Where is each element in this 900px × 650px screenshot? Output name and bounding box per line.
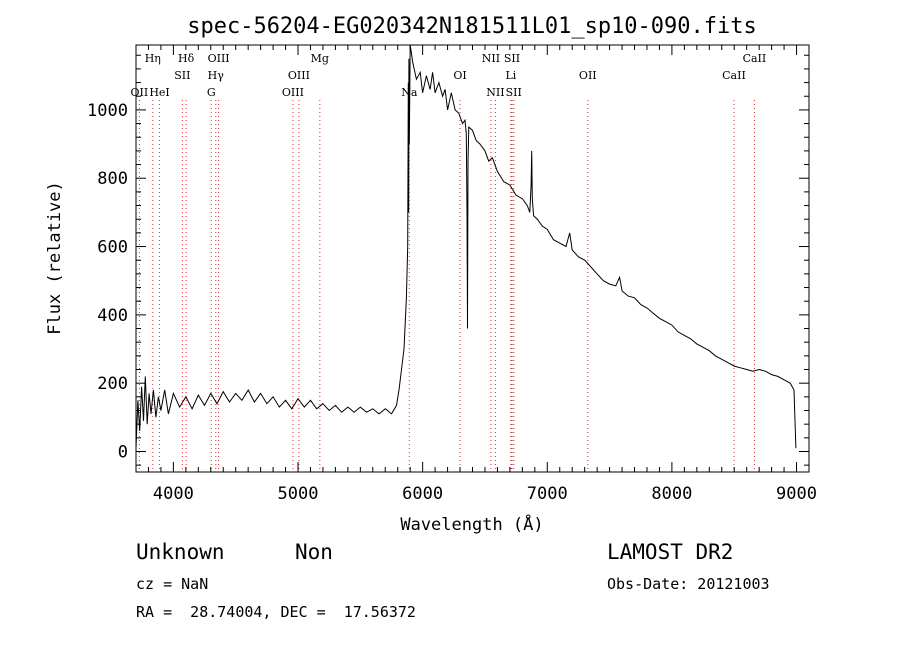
spectral-line-label: OIII bbox=[282, 86, 304, 99]
spectral-line-markers: OIIHηHeISIIHδGHγOIIIOIIIOIIIMgNaOINIINII… bbox=[131, 52, 767, 472]
spectral-line-label: HeI bbox=[149, 86, 169, 99]
spectral-line-label: OII bbox=[131, 86, 149, 99]
spectral-line-label: SII bbox=[504, 52, 520, 65]
spectral-line-label: Hγ bbox=[208, 69, 225, 82]
x-tick-label: 4000 bbox=[153, 484, 194, 504]
spectral-line-label: Hδ bbox=[178, 52, 195, 65]
spectrum-line bbox=[135, 44, 797, 449]
spectral-line-label: OIII bbox=[208, 52, 230, 65]
spectral-line-label: Hη bbox=[145, 52, 161, 65]
chart-title: spec-56204-EG020342N181511L01_sp10-090.f… bbox=[187, 14, 757, 39]
spectral-line-label: CaII bbox=[743, 52, 767, 65]
x-tick-label: 8000 bbox=[651, 484, 692, 504]
spectral-line-label: Li bbox=[505, 69, 516, 82]
spectral-line-label: NII bbox=[482, 52, 500, 65]
x-axis-label: Wavelength (Å) bbox=[400, 513, 543, 535]
x-tick-label: 7000 bbox=[527, 484, 568, 504]
spectral-line-label: CaII bbox=[722, 69, 746, 82]
axis-ticks: 4000 5000 6000 7000 8000 9000 0 200 400 600 800 100… bbox=[87, 45, 817, 504]
spectral-line-label: SII bbox=[174, 69, 190, 82]
x-tick-label: 9000 bbox=[776, 484, 817, 504]
y-tick-label: 0 bbox=[118, 443, 128, 463]
redshift-label: cz = NaN bbox=[136, 575, 209, 593]
x-tick-label: 5000 bbox=[278, 484, 319, 504]
spectral-line-label: OI bbox=[453, 69, 466, 82]
y-tick-label: 400 bbox=[97, 306, 128, 326]
class-label: Unknown bbox=[136, 540, 225, 564]
obs-date-label: Obs-Date: 20121003 bbox=[607, 575, 770, 593]
spectral-line-label: G bbox=[207, 86, 216, 99]
y-tick-label: 800 bbox=[97, 169, 128, 189]
spectral-line-label: SII bbox=[506, 86, 522, 99]
spectral-line-label: Mg bbox=[311, 52, 329, 65]
y-axis-label: Flux (relative) bbox=[45, 181, 65, 335]
survey-label: LAMOST DR2 bbox=[607, 540, 734, 564]
spectral-line-label: OIII bbox=[288, 69, 310, 82]
x-tick-label: 6000 bbox=[402, 484, 443, 504]
plot-frame bbox=[135, 44, 810, 473]
coordinates-label: RA = 28.74004, DEC = 17.56372 bbox=[136, 603, 416, 621]
spectral-line-label: OII bbox=[579, 69, 597, 82]
spectral-line-label: NII bbox=[486, 86, 504, 99]
y-tick-label: 600 bbox=[97, 238, 128, 258]
subclass-label: Non bbox=[295, 540, 333, 564]
y-tick-label: 200 bbox=[97, 374, 128, 394]
y-tick-label: 1000 bbox=[87, 101, 128, 121]
